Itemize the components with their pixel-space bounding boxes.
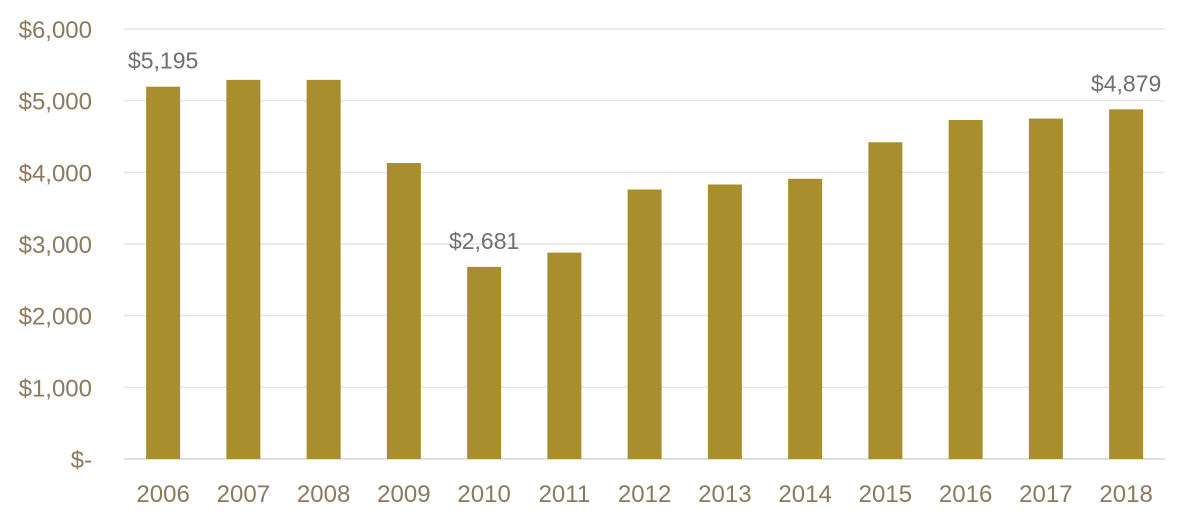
bar: [386, 163, 421, 459]
bar: [226, 79, 261, 459]
bar: [788, 178, 823, 460]
x-tick-label: 2013: [698, 481, 751, 508]
bars: [146, 79, 1144, 460]
x-tick-label: 2007: [217, 481, 270, 508]
x-tick-label: 2014: [778, 481, 831, 508]
y-tick-label: $1,000: [19, 375, 92, 402]
x-tick-label: 2012: [618, 481, 671, 508]
y-tick-label: $-: [71, 447, 92, 474]
x-tick-label: 2011: [539, 481, 591, 508]
x-tick-label: 2006: [136, 481, 189, 508]
data-label: $2,681: [449, 228, 519, 254]
data-label: $5,195: [128, 48, 198, 74]
x-axis-ticks: 2006 2007 2008 2009 2010 2011 2012 2013 2014 2015…: [136, 481, 1152, 508]
data-labels: $5,195 $2,681 $4,879: [128, 48, 1161, 254]
bar: [467, 266, 502, 459]
bar: [146, 86, 181, 460]
bar: [868, 142, 903, 459]
data-label: $4,879: [1091, 70, 1161, 96]
bar: [707, 184, 742, 459]
x-tick-label: 2018: [1099, 481, 1152, 508]
bar: [1028, 118, 1063, 459]
bar: [627, 189, 662, 460]
x-tick-label: 2015: [859, 481, 912, 508]
x-tick-label: 2009: [377, 481, 430, 508]
bar: [948, 120, 983, 460]
y-tick-label: $6,000: [19, 17, 92, 44]
x-tick-label: 2010: [457, 481, 510, 508]
x-tick-label: 2016: [939, 481, 992, 508]
bar: [306, 79, 341, 459]
x-tick-label: 2008: [297, 481, 350, 508]
y-tick-label: $3,000: [19, 232, 92, 259]
bar: [547, 252, 582, 459]
y-tick-label: $5,000: [19, 89, 92, 116]
y-tick-label: $2,000: [19, 304, 92, 331]
y-axis-ticks: $- $1,000 $2,000 $3,000 $4,000 $5,000 $6,000: [19, 17, 92, 474]
bar: [1109, 109, 1144, 460]
y-tick-label: $4,000: [19, 160, 92, 187]
x-tick-label: 2017: [1019, 481, 1072, 508]
